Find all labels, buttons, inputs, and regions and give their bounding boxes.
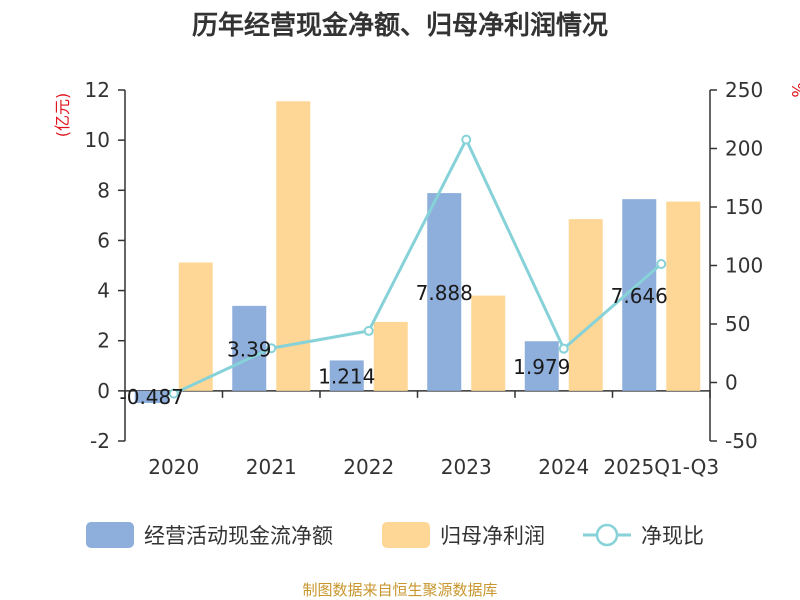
right-axis-unit: % [788,82,800,97]
left-tick-label: 12 [85,78,110,102]
bar [622,199,657,391]
x-tick-label: 2021 [246,455,297,479]
legend-item[interactable]: 经营活动现金流净额 [86,522,333,548]
bar [568,219,603,391]
x-tick-label: 2022 [343,455,394,479]
legend-swatch [86,522,134,548]
right-tick-label: 200 [725,137,763,161]
ratio-point [266,343,277,354]
bar [524,341,559,391]
legend-item[interactable]: 归母净利润 [382,522,545,548]
ratio-line-path [173,136,663,395]
bars [134,101,701,404]
bar [373,321,408,391]
x-tick-label: 2024 [538,455,589,479]
left-tick-label: -2 [90,429,110,453]
right-tick-label: 100 [725,254,763,278]
left-tick-label: 4 [97,279,110,303]
bar [427,193,462,391]
left-tick-label: 8 [97,178,110,202]
ratio-point [558,343,569,354]
ratio-line [168,134,667,399]
right-tick-label: 50 [725,312,750,336]
legend-label: 归母净利润 [440,524,545,548]
right-tick-label: 0 [725,371,738,395]
legend-swatch-marker [595,523,619,547]
legend-label: 经营活动现金流净额 [144,524,333,548]
bar [134,390,169,404]
axes: 12 10 8 6 4 2 0 -2 250 200 150 100 50 0 -50 2020 2021 202… [85,78,764,479]
x-tick-label: 2023 [441,455,492,479]
data-labels: -0.487 3.39 1.214 7.888 1.979 7.646 [120,281,668,409]
ratio-point [461,134,472,145]
left-tick-label: 6 [97,228,110,252]
legend-label: 净现比 [641,524,704,548]
x-tick-label: 2020 [148,455,199,479]
right-tick-label: 150 [725,195,763,219]
legend-swatch [382,522,430,548]
right-tick-label: -50 [725,429,758,453]
bar [666,201,701,391]
ratio-point [168,388,179,399]
ratio-point [656,258,667,269]
bar-value-label: 7.646 [611,284,668,308]
bar-value-label: 3.39 [227,337,272,361]
left-tick-label: 2 [97,329,110,353]
bar [178,262,213,391]
legend[interactable]: 经营活动现金流净额 归母净利润 净现比 [86,522,704,548]
x-tick-label: 2025Q1-Q3 [603,455,719,479]
left-axis-unit: (亿元) [53,93,72,138]
bar-value-label: 1.214 [318,365,375,389]
bar [232,305,267,391]
bar [471,295,506,391]
legend-item[interactable]: 净现比 [583,523,704,548]
bar [329,360,364,391]
source-note: 制图数据来自恒生聚源数据库 [302,581,497,599]
left-tick-label: 0 [97,379,110,403]
chart-title: 历年经营现金净额、归母净利润情况 [192,10,608,41]
bar-value-label: 7.888 [416,281,473,305]
left-tick-label: 10 [85,128,110,152]
bar-value-label: -0.487 [120,385,184,409]
bar-value-label: 1.979 [513,355,570,379]
right-tick-label: 250 [725,78,763,102]
ratio-point [363,325,374,336]
